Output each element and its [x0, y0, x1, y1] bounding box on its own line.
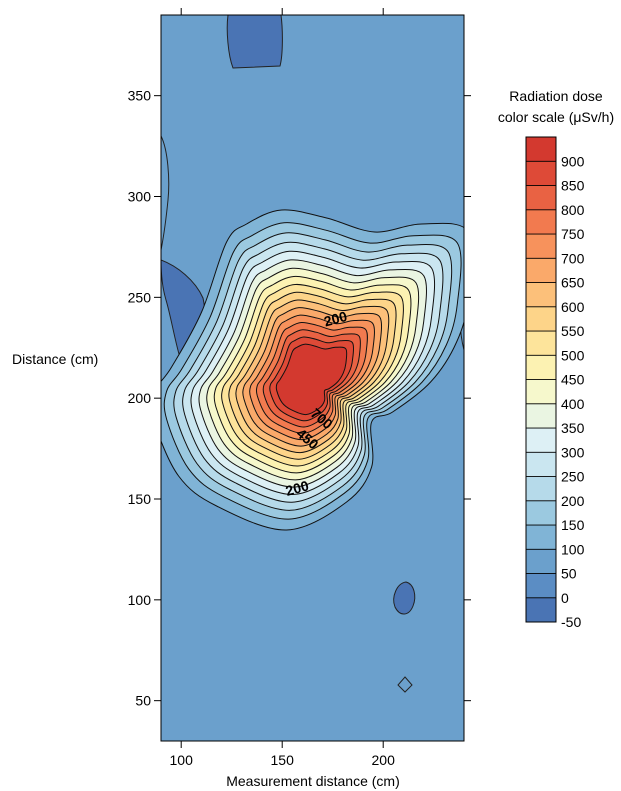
contour-label: 200: [284, 477, 311, 499]
colorbar-swatch: [525, 257, 557, 283]
colorbar: -50 0 50 100 150 200 250 300 350 400 450 500 550 600 6…: [525, 136, 585, 630]
colorbar-tick-label: 100: [561, 541, 585, 557]
axes: 100 150 200 50 100 150 200 250 300 350: [128, 8, 471, 768]
colorbar-tick-label: 700: [561, 250, 585, 266]
colorbar-tick-label: 400: [561, 396, 585, 412]
colorbar-swatch: [525, 403, 557, 429]
colorbar-tick-label: -50: [561, 614, 581, 630]
x-tick-label: 150: [271, 752, 295, 768]
x-axis-label: Measurement distance (cm): [226, 773, 400, 789]
colorbar-tick-label: 350: [561, 420, 585, 436]
colorbar-tick-label: 900: [561, 153, 585, 169]
low-region: [226, 15, 283, 69]
colorbar-title-line1: Radiation dose: [509, 88, 603, 104]
colorbar-tick-label: 200: [561, 493, 585, 509]
y-tick-label: 200: [128, 390, 152, 406]
colorbar-title-line2: color scale (μSv/h): [498, 109, 614, 125]
colorbar-tick-label: 750: [561, 226, 585, 242]
colorbar-tick-label: 800: [561, 202, 585, 218]
colorbar-swatch: [525, 524, 557, 550]
colorbar-swatch: [525, 282, 557, 308]
y-tick-label: 50: [135, 693, 151, 709]
colorbar-tick-label: 300: [561, 444, 585, 460]
colorbar-swatch: [525, 330, 557, 356]
plot-frame: [160, 14, 465, 742]
colorbar-frame: [525, 136, 557, 623]
colorbar-tick-label: 850: [561, 178, 585, 194]
x-tick-label: 100: [170, 752, 194, 768]
colorbar-swatch: [525, 573, 557, 599]
colorbar-swatch: [525, 427, 557, 453]
x-tick-label: 200: [372, 752, 396, 768]
colorbar-swatch: [525, 379, 557, 405]
colorbar-tick-label: 250: [561, 469, 585, 485]
y-tick-label: 350: [128, 88, 152, 104]
y-tick-label: 100: [128, 592, 152, 608]
colorbar-swatch: [525, 354, 557, 380]
contour-band: [275, 343, 348, 416]
colorbar-tick-label: 0: [561, 590, 569, 606]
contour-label: 200: [322, 308, 349, 330]
y-tick-label: 300: [128, 189, 152, 205]
y-tick-label: 250: [128, 289, 152, 305]
contour-line: [397, 676, 413, 693]
colorbar-swatch: [525, 209, 557, 235]
colorbar-tick-label: 50: [561, 566, 577, 582]
colorbar-tick-label: 450: [561, 372, 585, 388]
contour-line: [161, 135, 170, 251]
colorbar-swatch: [525, 136, 557, 162]
colorbar-tick-label: 500: [561, 347, 585, 363]
colorbar-tick-label: 550: [561, 323, 585, 339]
colorbar-tick-label: 600: [561, 299, 585, 315]
y-tick-label: 150: [128, 491, 152, 507]
colorbar-tick-label: 650: [561, 275, 585, 291]
colorbar-swatch: [525, 500, 557, 526]
low-region: [393, 581, 416, 615]
colorbar-swatch: [525, 597, 557, 623]
colorbar-swatch: [525, 160, 557, 186]
colorbar-swatch: [525, 548, 557, 574]
colorbar-swatch: [525, 233, 557, 259]
y-axis-label: Distance (cm): [12, 351, 98, 367]
colorbar-tick-label: 150: [561, 517, 585, 533]
colorbar-swatch: [525, 476, 557, 502]
colorbar-swatch: [525, 451, 557, 477]
colorbar-swatch: [525, 306, 557, 332]
colorbar-swatch: [525, 185, 557, 211]
